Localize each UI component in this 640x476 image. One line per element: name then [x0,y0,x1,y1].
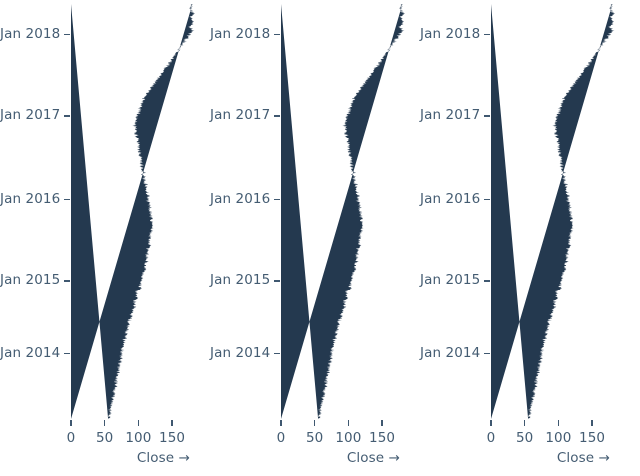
y-axis-tick-mark [274,352,280,355]
x-axis-tick-label: 150 [579,430,606,446]
y-axis-tick-mark [64,280,70,282]
chart-panel-2: Jan 2018 Jan 2017 Jan 2016 Jan 2015 Jan 2014… [420,0,630,476]
close-area-series [491,4,632,419]
x-axis-tick-label: 0 [66,430,76,446]
close-area-series [281,4,422,419]
x-axis-tick-label: 150 [159,430,186,446]
x-axis-tick-label: 100 [125,430,152,446]
chart-panel-1: Jan 2018 Jan 2017 Jan 2016 Jan 2015 Jan 2014… [210,0,420,476]
y-axis-tick-label: Jan 2015 [0,272,61,288]
y-axis-tick-label: Jan 2016 [210,190,271,207]
x-axis-tick-label: 0 [486,430,496,446]
x-axis-tick-mark [103,420,106,426]
x-axis-tick-label: 50 [95,430,114,446]
y-axis-tick-mark [274,198,280,201]
x-axis-tick-mark [137,420,140,426]
y-axis-tick-label: Jan 2015 [210,272,271,288]
x-axis-tick-label: 50 [305,430,324,446]
y-axis-tick-mark [64,198,70,201]
y-axis-tick-label: Jan 2017 [420,107,481,123]
x-axis-tick-label: 0 [276,430,286,446]
area-chart-svg [491,4,615,419]
y-axis-tick-label: Jan 2014 [0,344,61,361]
x-axis-tick-mark [280,420,282,426]
x-axis-tick-label: 100 [335,430,362,446]
x-axis-title: Close → [556,450,610,466]
close-area-path [281,4,405,419]
x-axis-tick-label: 50 [515,430,534,446]
y-axis-tick-mark [484,115,490,117]
x-axis-tick-label: 150 [369,430,396,446]
y-axis-tick-mark [274,33,280,36]
y-axis-tick-label: Jan 2018 [420,25,481,42]
close-area-path [491,4,615,419]
x-axis-tick-mark [313,420,316,426]
x-axis-tick-mark [490,420,492,426]
y-axis-tick-label: Jan 2016 [0,190,61,207]
y-axis-tick-label: Jan 2016 [420,190,481,207]
y-axis-tick-label: Jan 2015 [420,272,481,288]
y-axis-tick-mark [274,115,280,117]
y-axis-tick-mark [274,280,280,282]
x-axis-tick-mark [347,420,350,426]
x-axis-tick-mark [591,420,593,426]
close-area-path [71,4,195,419]
y-axis-tick-mark [64,352,70,355]
x-axis-tick-mark [381,420,383,426]
y-axis-tick-mark [484,33,490,36]
y-axis-tick-label: Jan 2014 [210,344,271,361]
y-axis-tick-mark [484,352,490,355]
y-axis-tick-label: Jan 2017 [210,107,271,123]
y-axis-tick-mark [64,33,70,36]
chart-panel-0: Jan 2018 Jan 2017 Jan 2016 Jan 2015 Jan 2014… [0,0,210,476]
y-axis-tick-label: Jan 2018 [0,25,61,42]
x-axis-title: Close → [136,450,190,466]
x-axis-title: Close → [346,450,400,466]
y-axis-tick-mark [64,115,70,117]
area-chart-svg [281,4,405,419]
y-axis-tick-mark [484,280,490,282]
area-chart-svg [71,4,195,419]
y-axis-tick-mark [484,198,490,201]
x-axis-tick-label: 100 [545,430,572,446]
y-axis-tick-label: Jan 2017 [0,107,61,123]
x-axis-tick-mark [557,420,560,426]
x-axis-tick-mark [523,420,526,426]
x-axis-tick-mark [171,420,173,426]
x-axis-tick-mark [70,420,72,426]
y-axis-tick-label: Jan 2018 [210,25,271,42]
y-axis-tick-label: Jan 2014 [420,344,481,361]
close-area-series [71,4,212,419]
